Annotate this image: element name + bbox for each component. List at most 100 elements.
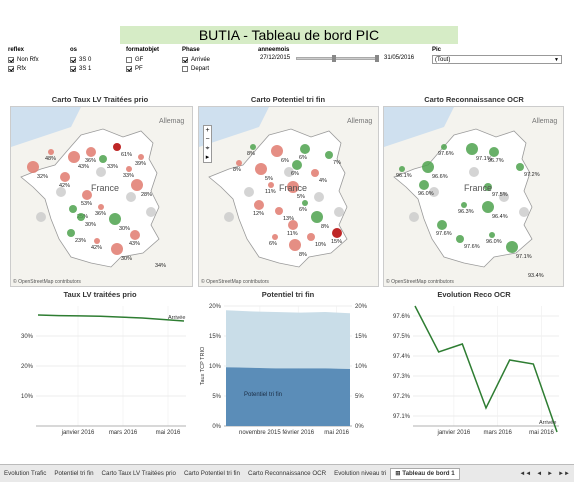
series-line[interactable] <box>37 314 185 322</box>
map-bubble[interactable] <box>311 211 323 223</box>
zoom-out-icon[interactable]: − <box>205 136 210 143</box>
map-bubble[interactable] <box>311 169 319 177</box>
checkbox-pf[interactable]: PF <box>126 64 159 73</box>
map-bubble[interactable] <box>255 163 267 175</box>
zoom-in-icon[interactable]: + <box>205 127 210 134</box>
map-bubble[interactable] <box>461 202 467 208</box>
map-bubble[interactable] <box>275 207 283 215</box>
map-bubble[interactable] <box>419 180 429 190</box>
checkbox-3s0[interactable]: 3S 0 <box>70 55 91 64</box>
slider-handle-start[interactable] <box>332 54 337 62</box>
checkbox-box[interactable] <box>70 65 76 72</box>
map-bubble[interactable] <box>289 239 301 251</box>
map-bubble[interactable] <box>254 200 264 210</box>
sheet-tab[interactable]: Potentiel tri fin <box>54 470 94 477</box>
sheet-tab[interactable]: ⊞ Tableau de bord 1 <box>390 467 460 480</box>
map-ocr[interactable]: 97.6% 97.1% 96.7% 97.2% 96.1% 96.6% 96.0% 97.5%… <box>383 106 564 287</box>
checkbox-rfx[interactable]: Rfx <box>8 64 39 73</box>
chevron-down-icon[interactable]: ▼ <box>554 57 559 63</box>
map-bubble[interactable] <box>271 145 283 157</box>
map-bubble[interactable] <box>292 160 302 170</box>
select-icon[interactable]: ▸ <box>205 154 210 161</box>
tab-nav-arrow-icon[interactable]: ►► <box>558 470 570 477</box>
checkbox-box[interactable] <box>126 65 132 72</box>
map-bubble[interactable] <box>60 172 70 182</box>
checkbox-depart[interactable]: Depart <box>182 64 210 73</box>
checkbox-3s1[interactable]: 3S 1 <box>70 64 91 73</box>
map-bubble[interactable] <box>98 204 104 210</box>
map-bubble[interactable] <box>131 179 143 191</box>
map-bubble[interactable] <box>27 161 39 173</box>
map-bubble[interactable] <box>506 241 518 253</box>
map-bubble[interactable] <box>456 235 464 243</box>
map-bubble[interactable] <box>48 149 54 155</box>
map-bubble[interactable] <box>69 205 77 213</box>
map-bubble[interactable] <box>250 144 256 150</box>
slider-handle-end[interactable] <box>375 54 380 62</box>
checkbox-arrivee[interactable]: Arrivée <box>182 55 210 64</box>
checkbox-box[interactable] <box>70 56 76 63</box>
map-bubble[interactable] <box>236 160 242 166</box>
map-bubble[interactable] <box>138 154 144 160</box>
map-bubble[interactable] <box>272 234 278 240</box>
map-bubble[interactable] <box>288 220 298 230</box>
tab-nav-arrow-icon[interactable]: ◄ <box>536 470 543 477</box>
map-bubble[interactable] <box>437 220 447 230</box>
tab-nav-arrow-icon[interactable]: ► <box>547 470 554 477</box>
slider-track[interactable] <box>296 54 380 62</box>
map-bubble[interactable] <box>466 143 478 155</box>
map-bubble[interactable] <box>489 147 499 157</box>
map-bubble[interactable] <box>268 182 274 188</box>
map-bubble[interactable] <box>109 213 121 225</box>
map-attribution[interactable]: © OpenStreetMap contributors <box>201 279 269 285</box>
map-bubble[interactable] <box>441 144 447 150</box>
date-range-slider[interactable]: 27/12/2015 31/05/2016 <box>260 54 414 62</box>
map-bubble[interactable] <box>126 166 132 172</box>
map-bubble[interactable] <box>399 166 405 172</box>
map-bubble[interactable] <box>68 151 80 163</box>
checkbox-box[interactable] <box>182 56 188 63</box>
map-bubble[interactable] <box>86 147 96 157</box>
sheet-tab[interactable]: Carto Taux LV Traitées prio <box>101 470 176 477</box>
area-series-potentiel[interactable] <box>226 367 350 426</box>
map-potentiel[interactable]: 8% 6% 6% 7% 8% 5% 6% 4% 11% 5% 12% 13% 6% 8% 11% 10% 6% 8… <box>198 106 379 287</box>
checkbox-box[interactable] <box>182 65 188 72</box>
map-taux-lv[interactable]: 48%43%36%61%39%32%42%33%33%28%53%25%36%3… <box>10 106 193 287</box>
map-bubble[interactable] <box>113 143 121 151</box>
map-bubble[interactable] <box>332 228 342 238</box>
pic-select[interactable]: (Tout) ▼ <box>432 55 562 64</box>
map-bubble[interactable] <box>130 230 140 240</box>
map-bubble[interactable] <box>516 163 524 171</box>
map-bubble[interactable] <box>300 144 310 154</box>
map-bubble[interactable] <box>325 151 333 159</box>
area-series-upper[interactable] <box>226 310 350 369</box>
map-bubble[interactable] <box>489 232 495 238</box>
series-line[interactable] <box>414 305 558 433</box>
map-bubble[interactable] <box>82 190 92 200</box>
checkbox-box[interactable] <box>8 56 14 63</box>
map-attribution[interactable]: © OpenStreetMap contributors <box>386 279 454 285</box>
map-bubble[interactable] <box>482 201 494 213</box>
sheet-tab[interactable]: Carto Reconnaissance OCR <box>248 470 327 477</box>
checkbox-gf[interactable]: GF <box>126 55 159 64</box>
map-bubble[interactable] <box>77 213 85 221</box>
checkbox-box[interactable] <box>8 65 14 72</box>
map-bubble[interactable] <box>302 200 308 206</box>
map-zoom-controls: + − ⌖ ▸ <box>203 125 212 163</box>
tab-nav-arrow-icon[interactable]: ◄◄ <box>519 470 532 477</box>
map-bubble[interactable] <box>99 155 107 163</box>
map-bubble[interactable] <box>422 161 434 173</box>
checkbox-non-rfx[interactable]: Non Rfx <box>8 55 39 64</box>
map-bubble[interactable] <box>111 243 123 255</box>
sheet-tab[interactable]: Carto Potentiel tri fin <box>183 470 240 477</box>
map-bubble[interactable] <box>67 229 75 237</box>
sheet-tab[interactable]: Evolution Trafic <box>4 470 47 477</box>
map-bubble[interactable] <box>94 238 100 244</box>
map-bubble[interactable] <box>287 181 299 193</box>
map-attribution[interactable]: © OpenStreetMap contributors <box>13 279 81 285</box>
map-bubble[interactable] <box>307 233 315 241</box>
checkbox-box[interactable] <box>126 56 132 63</box>
sheet-tab[interactable]: Evolution niveau tri <box>334 470 387 477</box>
map-bubble[interactable] <box>484 183 492 191</box>
pin-icon[interactable]: ⌖ <box>205 145 210 152</box>
